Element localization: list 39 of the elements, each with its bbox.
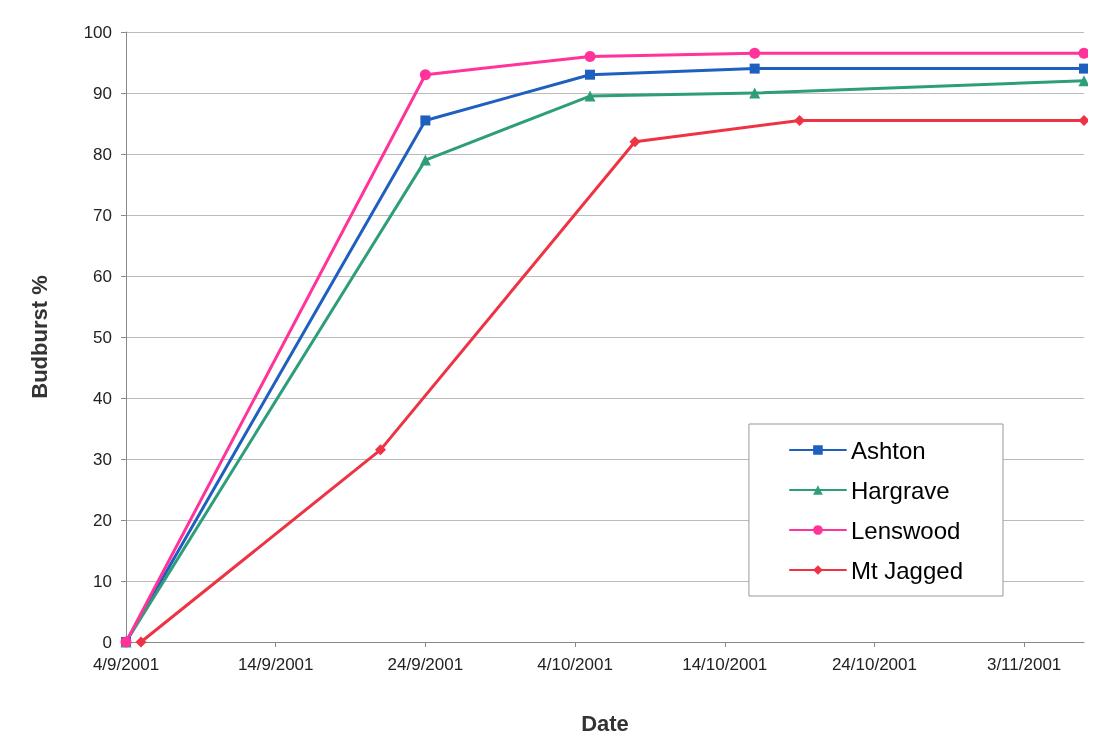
point bbox=[135, 636, 147, 648]
point bbox=[374, 444, 386, 456]
point bbox=[584, 50, 596, 62]
x-tick-label: 3/11/2001 bbox=[986, 655, 1062, 674]
point bbox=[584, 90, 596, 102]
y-tick-label: 30 bbox=[93, 449, 112, 469]
x-axis-title: Date bbox=[581, 710, 629, 736]
x-tick-label: 24/10/2001 bbox=[831, 655, 917, 674]
x-tick-label: 4/10/2001 bbox=[537, 655, 613, 674]
point bbox=[1079, 63, 1088, 74]
point bbox=[1078, 75, 1088, 87]
legend-label: Ashton bbox=[850, 436, 926, 464]
point bbox=[629, 136, 641, 148]
legend-label: Lenswood bbox=[850, 516, 961, 544]
y-tick-label: 20 bbox=[93, 510, 112, 530]
point bbox=[419, 69, 431, 81]
point bbox=[419, 154, 431, 166]
y-tick-label: 0 bbox=[102, 632, 112, 652]
x-tick-label: 14/9/2001 bbox=[237, 655, 314, 674]
point bbox=[749, 47, 761, 59]
point bbox=[1078, 47, 1088, 59]
point bbox=[749, 87, 761, 99]
y-tick-label: 90 bbox=[93, 83, 112, 103]
point bbox=[420, 115, 431, 126]
x-tick-label: 24/9/2001 bbox=[387, 655, 464, 674]
x-tick-label: 14/10/2001 bbox=[682, 655, 768, 674]
y-axis-title: Budburst % bbox=[26, 275, 52, 399]
y-tick-label: 40 bbox=[93, 388, 112, 408]
y-tick-label: 10 bbox=[93, 571, 112, 591]
point bbox=[585, 69, 596, 80]
x-tick-label: 4/9/2001 bbox=[92, 655, 160, 674]
y-tick-label: 70 bbox=[93, 205, 112, 225]
y-tick-label: 100 bbox=[83, 22, 112, 42]
legend-label: Hargrave bbox=[850, 476, 950, 504]
point bbox=[749, 63, 760, 74]
legend-label: Mt Jagged bbox=[850, 556, 964, 584]
y-tick-label: 60 bbox=[93, 266, 112, 286]
y-tick-label: 80 bbox=[93, 144, 112, 164]
y-tick-label: 50 bbox=[93, 327, 112, 347]
